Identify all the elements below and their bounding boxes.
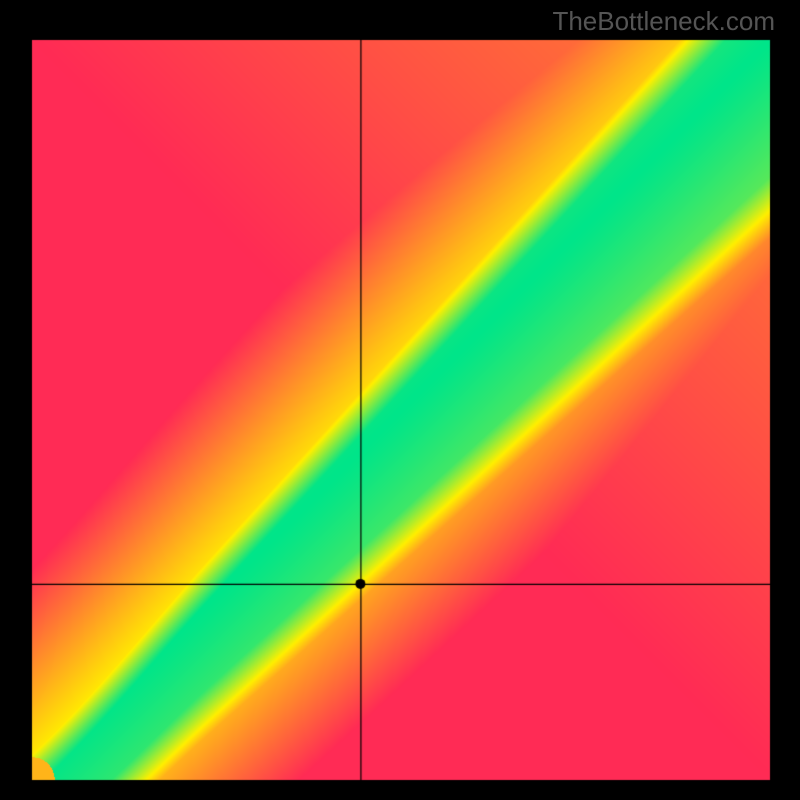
- bottleneck-heatmap: [0, 0, 800, 800]
- chart-container: { "watermark": { "text": "TheBottleneck.…: [0, 0, 800, 800]
- watermark-text: TheBottleneck.com: [552, 6, 775, 37]
